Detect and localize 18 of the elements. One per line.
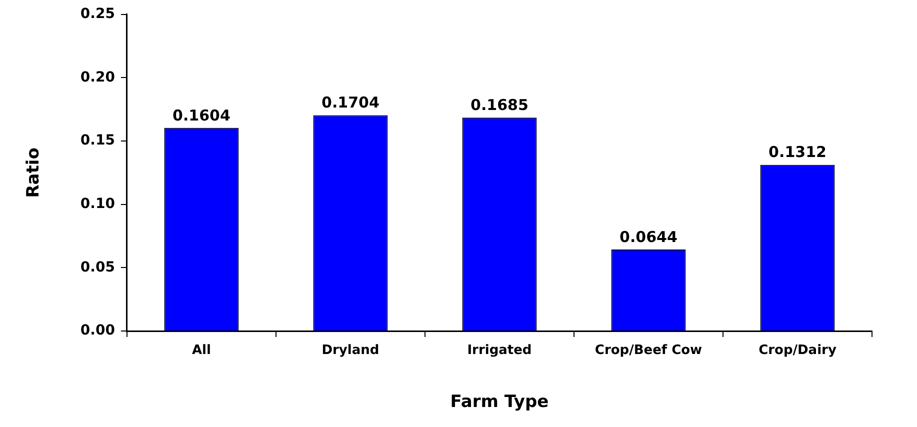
data-label: 0.0644 xyxy=(620,228,678,246)
data-label: 0.1685 xyxy=(470,96,528,114)
y-tick-label: 0.10 xyxy=(80,196,116,212)
y-tick-label: 0.05 xyxy=(80,259,115,276)
x-tick-label: Crop/Beef Cow xyxy=(594,343,702,358)
data-label: 0.1704 xyxy=(322,94,380,112)
x-tick-label: Crop/Dairy xyxy=(758,343,837,358)
data-label: 0.1312 xyxy=(768,143,826,162)
data-label: 0.1604 xyxy=(172,106,230,124)
x-tick-label: Irrigated xyxy=(467,343,532,358)
y-tick-label: 0.15 xyxy=(80,132,115,149)
x-tick-label: All xyxy=(192,343,211,358)
y-tick-label: 0.00 xyxy=(80,322,116,339)
y-axis-title: Ratio xyxy=(24,148,44,198)
x-tick-label: Dryland xyxy=(322,343,380,358)
y-tick-label: 0.25 xyxy=(80,6,115,22)
y-tick-label: 0.20 xyxy=(80,69,116,86)
x-axis-title: Farm Type xyxy=(450,392,549,412)
